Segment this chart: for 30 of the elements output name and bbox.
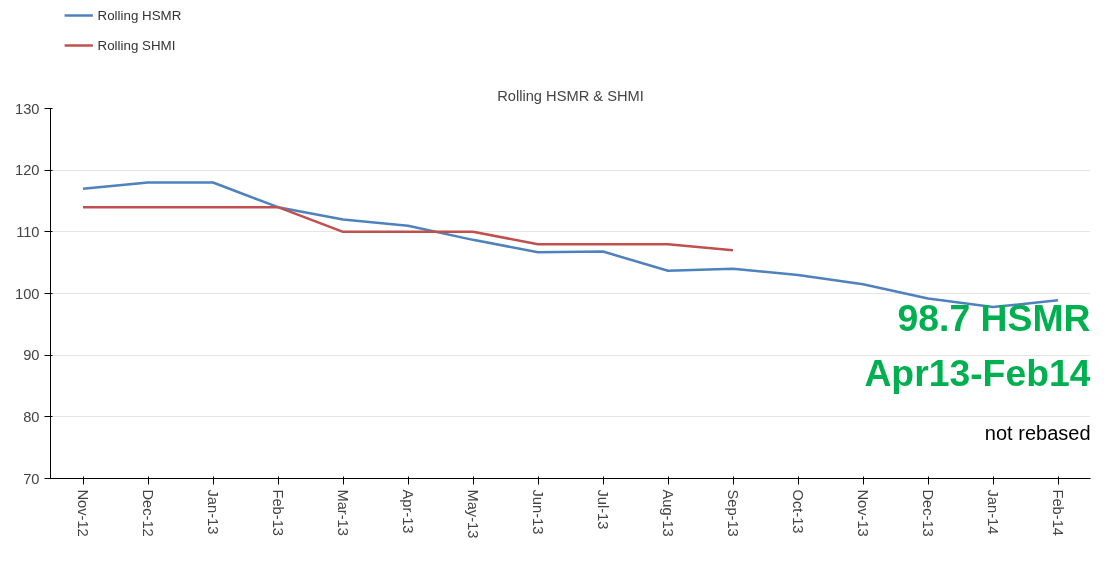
- legend-label: Rolling SHMI: [97, 38, 176, 53]
- x-tick-label: Nov-12: [75, 489, 91, 537]
- x-tick-label: Jun-13: [530, 489, 546, 535]
- x-tick-label: Feb-13: [270, 489, 286, 536]
- x-tick-label: Oct-13: [790, 489, 806, 534]
- y-tick-label: 70: [23, 470, 40, 487]
- line-series: [81, 205, 735, 252]
- annotation: Apr13-Feb14: [864, 351, 1091, 394]
- x-tick-label: Jan-14: [985, 489, 1001, 535]
- chart-title: Rolling HSMR & SHMI: [497, 87, 644, 104]
- y-tick-label: 90: [23, 347, 40, 364]
- x-tick-label: Sep-13: [725, 489, 741, 537]
- x-tick-label: Nov-13: [855, 489, 871, 537]
- x-tick-label: Apr-13: [400, 489, 416, 534]
- annotation: 98.7 HSMR: [897, 296, 1091, 339]
- y-tick-label: 100: [15, 285, 40, 302]
- x-tick-label: Aug-13: [660, 489, 676, 537]
- y-tick-label: 110: [16, 223, 40, 240]
- legend-label: Rolling HSMR: [97, 8, 182, 23]
- y-tick-label: 130: [15, 100, 40, 117]
- x-tick-label: Dec-13: [920, 489, 936, 537]
- y-tick-label: 80: [23, 408, 40, 425]
- x-tick-label: Feb-14: [1050, 489, 1066, 536]
- x-tick-label: Jan-13: [205, 489, 221, 535]
- annotation: not rebased: [984, 421, 1091, 444]
- x-tick-label: Mar-13: [335, 489, 351, 536]
- x-tick-label: May-13: [465, 489, 481, 539]
- x-tick-label: Dec-12: [140, 489, 156, 537]
- x-tick-label: Jul-13: [595, 489, 611, 530]
- y-tick-label: 120: [15, 162, 40, 179]
